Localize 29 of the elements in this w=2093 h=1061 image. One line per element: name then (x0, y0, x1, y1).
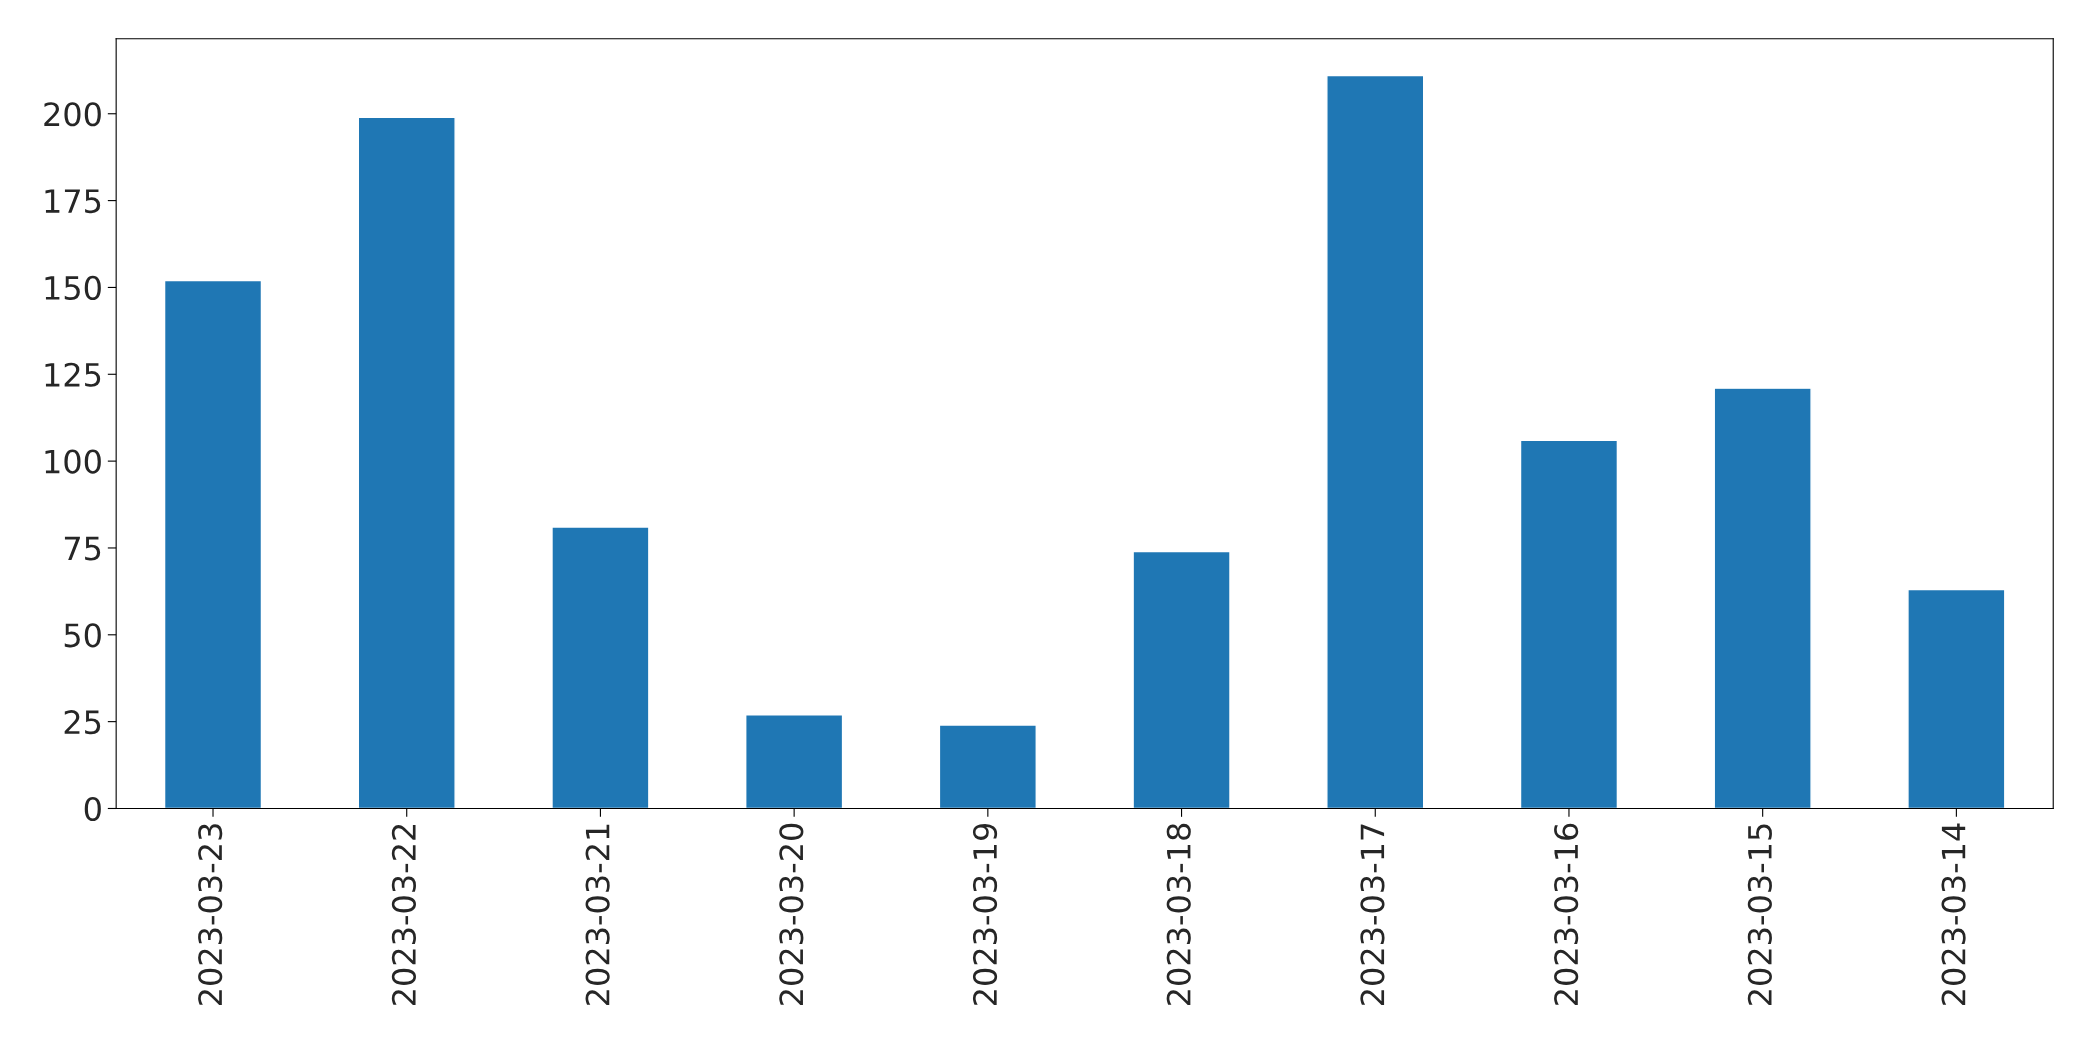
bar (163, 279, 263, 809)
bar (551, 526, 650, 809)
bar (1519, 439, 1619, 809)
y-tick-label: 175 (45, 189, 101, 214)
y-tick-label: 75 (64, 536, 101, 561)
y-tick-label: 25 (64, 710, 101, 735)
y-tick-label: 0 (84, 796, 101, 822)
x-tick-label: 2023-03-16 (1554, 823, 1579, 1005)
x-tick-label: 2023-03-23 (198, 824, 223, 1005)
bar (1326, 74, 1425, 809)
bar (745, 713, 844, 809)
x-tick-label: 2023-03-14 (1941, 823, 1966, 1005)
y-tick-label: 125 (45, 362, 101, 387)
x-tick-label: 2023-03-22 (391, 824, 416, 1005)
bar (938, 724, 1037, 809)
x-tick-label: 2023-03-15 (1747, 824, 1772, 1005)
x-tick-label: 2023-03-18 (1166, 823, 1191, 1005)
bar (357, 116, 456, 809)
x-tick-label: 2023-03-19 (972, 823, 998, 1005)
y-tick-label: 200 (44, 102, 101, 127)
y-tick-label: 150 (45, 275, 101, 301)
x-tick-label: 2023-03-20 (779, 823, 804, 1005)
y-tick-label: 50 (64, 623, 101, 648)
x-tick-label: 2023-03-17 (1360, 824, 1385, 1005)
bar (1132, 550, 1231, 809)
bar (1713, 387, 1812, 809)
bar (1907, 588, 2006, 809)
y-tick-label: 100 (45, 449, 101, 474)
x-tick-label: 2023-03-21 (585, 824, 610, 1005)
